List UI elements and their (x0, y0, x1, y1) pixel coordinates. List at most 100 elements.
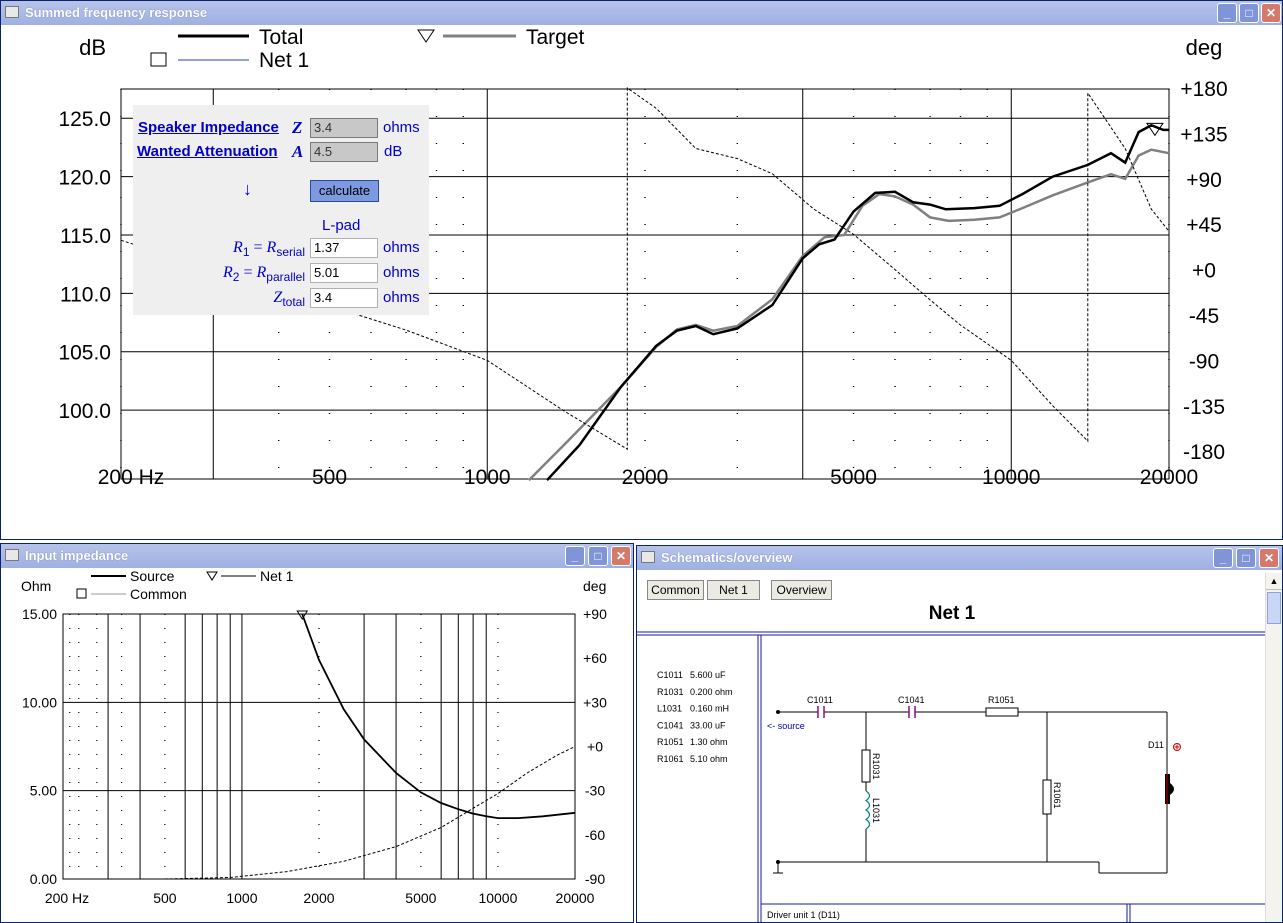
impedance-input[interactable]: 3.4 (310, 118, 378, 138)
ztotal-unit: ohms (383, 289, 420, 306)
impedance-curves (164, 610, 576, 880)
window-icon (5, 549, 19, 561)
legend-total-label: Total (259, 26, 303, 49)
legend-square-marker (150, 52, 167, 67)
imp-y2-tick-label: -60 (585, 827, 605, 843)
imp-y-tick-label: 10.00 (22, 694, 57, 710)
imp-y2-tick-labels: +90 +60 +30 +0 -30 -60 -90 (583, 606, 607, 887)
response-curves (120, 87, 1170, 482)
part-name: L1031 (657, 704, 682, 714)
common-button[interactable]: Common (647, 580, 704, 600)
maximize-button[interactable]: □ (588, 546, 608, 566)
y2-tick-label: -90 (1189, 350, 1219, 373)
maximize-button[interactable]: □ (1236, 548, 1256, 568)
calculate-button[interactable]: calculate (310, 180, 379, 202)
c1041-label: C1041 (898, 695, 925, 705)
imp-x-tick-labels: 200 Hz 500 1000 2000 5000 10000 20000 (45, 890, 595, 906)
scroll-up-button[interactable]: ▲ (1266, 573, 1282, 590)
speaker-icon (1170, 783, 1174, 795)
legend-net1-label: Net 1 (259, 49, 309, 72)
imp-y2-tick-label: -90 (585, 871, 605, 887)
scroll-thumb[interactable] (1267, 592, 1281, 624)
imp-y-unit: Ohm (21, 578, 51, 594)
legend-net1-label: Net 1 (260, 568, 294, 584)
down-arrow-icon: ↓ (243, 179, 252, 199)
ztotal-value[interactable]: 3.4 (310, 288, 378, 308)
schematics-window: Schematics/overview _ □ ✕ Common Net 1 O… (636, 545, 1283, 923)
vertical-scrollbar[interactable]: ▲ (1265, 573, 1282, 922)
net1-button[interactable]: Net 1 (707, 580, 760, 600)
target-marker (1145, 122, 1164, 137)
y2-tick-label: -180 (1183, 441, 1225, 464)
part-name: C1011 (657, 670, 683, 680)
lpad-section-title: L-pad (322, 217, 361, 234)
c1041-symbol (908, 706, 916, 718)
part-value: 5.10 ohm (690, 754, 728, 764)
imp-y2-tick-label: +30 (583, 694, 607, 710)
circuit-wires (773, 711, 1168, 874)
impedance-phase-curve (164, 746, 576, 880)
l1031-label: L1031 (871, 798, 881, 823)
phase-curve (120, 87, 1170, 451)
c1011-label: C1011 (807, 695, 833, 705)
x-tick-labels: 200 Hz 500 1000 2000 5000 10000 20000 (98, 466, 1198, 489)
y2-tick-label: +90 (1186, 169, 1222, 192)
minimize-button[interactable]: _ (565, 546, 585, 566)
r1-unit: ohms (383, 239, 420, 256)
d11-label: D11 (1148, 740, 1164, 750)
input-impedance-titlebar[interactable]: Input impedance _ □ ✕ (1, 544, 633, 568)
y-tick-label: 125.0 (58, 108, 111, 131)
attenuation-input[interactable]: 4.5 (310, 142, 378, 162)
r1061-label: R1061 (1052, 782, 1062, 809)
net1-marker (296, 610, 309, 620)
x-tick-label: 2000 (622, 466, 669, 489)
impedance-chart: Ohm deg 15.00 10.00 5.00 0.00 +90 +60 +30 +0 -3… (21, 568, 607, 906)
attenuation-symbol: A (292, 142, 304, 161)
overview-button[interactable]: Overview (771, 580, 832, 600)
legend-common-label: Common (130, 586, 187, 602)
target-curve (527, 148, 1170, 482)
close-button[interactable]: ✕ (1259, 548, 1279, 568)
x-tick-label: 200 Hz (98, 466, 165, 489)
r2-value[interactable]: 5.01 (310, 263, 378, 283)
summed-response-titlebar[interactable]: Summed frequency response _ □ ✕ (1, 1, 1282, 25)
y-tick-label: 120.0 (58, 167, 111, 190)
window-icon (641, 551, 655, 563)
y2-tick-labels: +180 +135 +90 +45 +0 -45 -90 -135 -180 (1180, 78, 1227, 464)
part-value: 0.160 mH (690, 704, 729, 714)
r1031-symbol (861, 749, 871, 783)
schematics-titlebar[interactable]: Schematics/overview _ □ ✕ (637, 546, 1282, 570)
minimize-button[interactable]: _ (1213, 548, 1233, 568)
y-tick-label: 105.0 (58, 342, 111, 365)
close-button[interactable]: ✕ (1261, 3, 1281, 23)
imp-y-tick-label: 5.00 (30, 783, 57, 799)
y2-axis-unit: deg (1186, 35, 1223, 60)
maximize-button[interactable]: □ (1239, 3, 1259, 23)
impedance-grid (63, 614, 575, 879)
schematic-drawing: C1011 5.600 uF R1031 0.200 ohm L1031 0.160 mH… (637, 631, 1267, 922)
y-tick-labels: 125.0 120.0 115.0 110.0 105.0 100.0 (58, 108, 111, 423)
impedance-symbol: Z (292, 118, 303, 137)
window-title: Schematics/overview (661, 550, 793, 565)
part-name: R1031 (657, 687, 684, 697)
attenuation-unit: dB (384, 143, 403, 160)
legend-triangle-marker (417, 29, 435, 43)
r1-value[interactable]: 1.37 (310, 238, 378, 258)
impedance-curve (301, 613, 576, 820)
y2-tick-label: +45 (1186, 214, 1222, 237)
r2-formula: R2 = Rparallel (223, 264, 305, 285)
y2-tick-label: +180 (1180, 78, 1227, 101)
imp-x-tick-label: 20000 (556, 890, 595, 906)
y2-tick-label: -135 (1183, 396, 1225, 419)
speaker-impedance-link[interactable]: Speaker Impedance (138, 119, 279, 136)
imp-x-tick-label: 200 Hz (45, 890, 89, 906)
close-button[interactable]: ✕ (611, 546, 631, 566)
imp-x-tick-label: 2000 (303, 890, 334, 906)
summed-response-window: Summed frequency response _ □ ✕ dB deg 1… (0, 0, 1283, 540)
minimize-button[interactable]: _ (1217, 3, 1237, 23)
wanted-attenuation-link[interactable]: Wanted Attenuation (137, 143, 278, 160)
part-name: C1041 (657, 720, 684, 730)
imp-x-tick-label: 5000 (405, 890, 436, 906)
part-value: 5.600 uF (690, 670, 726, 680)
imp-x-tick-label: 500 (153, 890, 177, 906)
